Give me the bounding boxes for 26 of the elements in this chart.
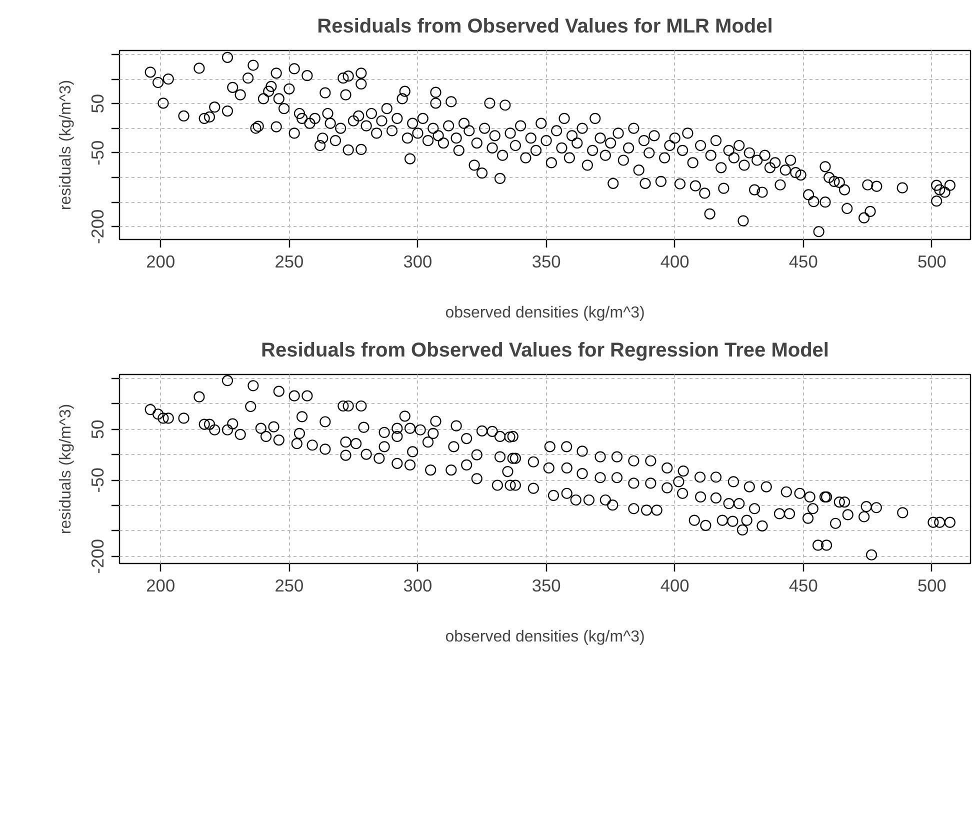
x-tick-label: 350: [532, 252, 561, 272]
x-tick-label: 300: [403, 252, 432, 272]
y-tick-label: -50: [88, 140, 108, 166]
x-tick-label: 400: [660, 252, 690, 272]
chart-title: Residuals from Observed Values for Regression Tree Model: [261, 340, 829, 362]
y-axis-title: residuals (kg/m^3): [58, 80, 74, 210]
x-tick-label: 350: [532, 576, 561, 596]
y-axis-title: residuals (kg/m^3): [58, 404, 74, 534]
x-tick-label: 400: [660, 576, 690, 596]
x-tick-label: 450: [788, 252, 818, 272]
x-tick-label: 500: [917, 576, 946, 596]
y-tick-label: -200: [88, 209, 108, 244]
y-tick-label: 50: [88, 420, 108, 440]
chart-title: Residuals from Observed Values for MLR Model: [317, 16, 773, 38]
x-tick-label: 200: [146, 252, 176, 272]
x-tick-label: 200: [146, 576, 176, 596]
x-tick-label: 300: [403, 576, 432, 596]
x-tick-label: 250: [274, 252, 304, 272]
x-axis-title: observed densities (kg/m^3): [445, 304, 645, 322]
y-tick-label: -50: [88, 468, 108, 493]
y-tick-label: 50: [88, 94, 108, 114]
x-tick-label: 250: [274, 576, 304, 596]
x-tick-label: 500: [917, 252, 946, 272]
x-tick-label: 450: [788, 576, 818, 596]
x-axis-title: observed densities (kg/m^3): [445, 628, 645, 646]
y-tick-label: -200: [88, 539, 108, 574]
